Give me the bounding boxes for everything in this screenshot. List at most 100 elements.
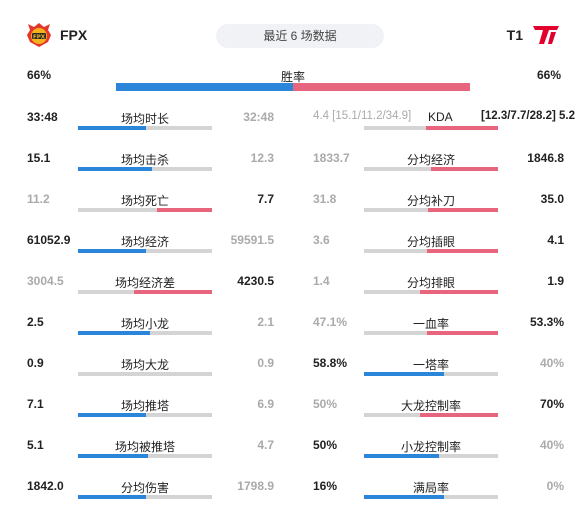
bar-left-segment	[78, 208, 158, 212]
stat-compare-bar	[364, 495, 498, 499]
stat-row: 1842.0 分均伤害 1798.9 16% 满局率 0%	[0, 465, 585, 506]
left-stat-cell: 15.1 场均击杀 12.3	[0, 137, 292, 178]
stat-right-value: 32:48	[243, 110, 274, 124]
stat-label: 小龙控制率	[400, 440, 461, 454]
bar-right-segment	[420, 413, 498, 417]
stat-compare-bar	[78, 167, 212, 171]
bar-left-segment	[78, 413, 147, 417]
stat-label: 场均大龙	[120, 358, 169, 372]
bar-right-segment	[157, 208, 212, 212]
bar-left-segment	[364, 413, 421, 417]
kda-right-value: [12.3/7.7/28.2] 5.2	[481, 110, 575, 122]
stat-right-value: 6.9	[257, 397, 274, 411]
left-win-rate: 66%	[27, 68, 52, 82]
stat-label: 场均经济差	[114, 276, 175, 290]
right-stat-cell: 1833.7 分均经济 1846.8	[292, 137, 585, 178]
stat-left-value: 61052.9	[27, 233, 71, 247]
bar-right-segment	[146, 126, 212, 130]
stat-right-value: 7.7	[257, 192, 274, 206]
stat-compare-bar	[364, 249, 498, 253]
stat-label: 分均补刀	[406, 194, 455, 208]
bar-left-segment	[78, 495, 147, 499]
stat-left-value: 0.9	[27, 356, 44, 370]
period-selector[interactable]: 最近 6 场数据	[216, 24, 384, 48]
stat-compare-bar	[78, 331, 212, 335]
stat-right-value: 59591.5	[230, 233, 274, 247]
left-stat-cell: 11.2 场均死亡 7.7	[0, 178, 292, 219]
stat-left-value: 31.8	[313, 192, 337, 206]
stat-compare-bar	[78, 126, 212, 130]
bar-right-segment	[420, 290, 498, 294]
win-rate-row: 66% 胜率 66%	[0, 62, 585, 96]
right-stat-cell: 31.8 分均补刀 35.0	[292, 178, 585, 219]
bar-right-segment	[426, 331, 498, 335]
stat-compare-bar	[78, 372, 212, 376]
stat-left-value: 2.5	[27, 315, 44, 329]
bar-right-segment	[146, 249, 212, 253]
right-win-rate: 66%	[536, 68, 561, 82]
win-rate-bar	[116, 83, 470, 91]
bar-left-segment	[364, 331, 427, 335]
bar-right-segment	[145, 372, 212, 376]
stat-row: 61052.9 场均经济 59591.5 3.6 分均插眼 4.1	[0, 219, 585, 260]
bar-left-segment	[364, 495, 445, 499]
stat-left-value: 3004.5	[27, 274, 64, 288]
stat-label: 场均时长	[120, 112, 169, 126]
bar-right-segment	[428, 208, 498, 212]
win-rate-bar-right	[293, 83, 470, 91]
bar-left-segment	[78, 290, 135, 294]
stat-row: 7.1 场均推塔 6.9 50% 大龙控制率 70%	[0, 383, 585, 424]
stat-compare-bar	[364, 167, 498, 171]
right-stat-cell: 58.8% 一塔率 40%	[292, 342, 585, 383]
stat-label: 满局率	[412, 481, 449, 495]
bar-right-segment	[439, 454, 498, 458]
stat-compare-bar	[78, 290, 212, 294]
stat-left-value: 1.4	[313, 274, 330, 288]
right-stat-cell: 47.1% 一血率 53.3%	[292, 301, 585, 342]
bar-right-segment	[147, 454, 212, 458]
stat-compare-bar	[364, 126, 498, 130]
stat-right-value: 1.9	[547, 274, 564, 288]
bar-right-segment	[151, 167, 212, 171]
stat-row: 0.9 场均大龙 0.9 58.8% 一塔率 40%	[0, 342, 585, 383]
stat-right-value: 2.1	[257, 315, 274, 329]
stat-right-value: 40%	[539, 356, 564, 370]
bar-left-segment	[364, 126, 426, 130]
stat-left-value: 3.6	[313, 233, 330, 247]
stat-compare-bar	[78, 454, 212, 458]
right-team[interactable]: T1	[507, 22, 561, 48]
kda-label: KDA	[428, 110, 453, 124]
stat-left-value: 7.1	[27, 397, 44, 411]
win-rate-bar-left	[116, 83, 293, 91]
stat-right-value: 0.9	[257, 356, 274, 370]
stat-right-value: 0%	[546, 479, 564, 493]
stat-label: 场均被推塔	[114, 440, 175, 454]
stat-compare-bar	[364, 372, 498, 376]
stat-right-value: 4.7	[257, 438, 274, 452]
right-stat-cell: 3.6 分均插眼 4.1	[292, 219, 585, 260]
bar-left-segment	[364, 167, 431, 171]
stat-right-value: 1798.9	[237, 479, 274, 493]
stat-compare-bar	[364, 331, 498, 335]
stat-left-value: 50%	[313, 438, 338, 452]
stat-row: 3004.5 场均经济差 4230.5 1.4 分均排眼 1.9	[0, 260, 585, 301]
stat-left-value: 58.8%	[313, 356, 348, 370]
fpx-logo-icon: FPX	[26, 22, 52, 48]
bar-right-segment	[150, 331, 212, 335]
bar-right-segment	[431, 167, 498, 171]
bar-left-segment	[364, 454, 440, 458]
stat-label: 分均伤害	[120, 481, 169, 495]
stat-right-value: 35.0	[540, 192, 564, 206]
stat-label: 分均排眼	[406, 276, 455, 290]
left-stat-cell: 5.1 场均被推塔 4.7	[0, 424, 292, 465]
stat-label: 场均推塔	[120, 399, 169, 413]
stat-row: 33:48 场均时长 32:48 4.4 [15.1/11.2/34.9] KDA [12…	[0, 96, 585, 137]
left-stat-cell: 61052.9 场均经济 59591.5	[0, 219, 292, 260]
left-team-name: FPX	[60, 27, 88, 43]
left-team[interactable]: FPX FPX	[26, 22, 87, 48]
bar-left-segment	[364, 249, 427, 253]
bar-right-segment	[146, 413, 212, 417]
bar-left-segment	[78, 331, 151, 335]
stat-label: 分均插眼	[406, 235, 455, 249]
stat-compare-bar	[364, 290, 498, 294]
